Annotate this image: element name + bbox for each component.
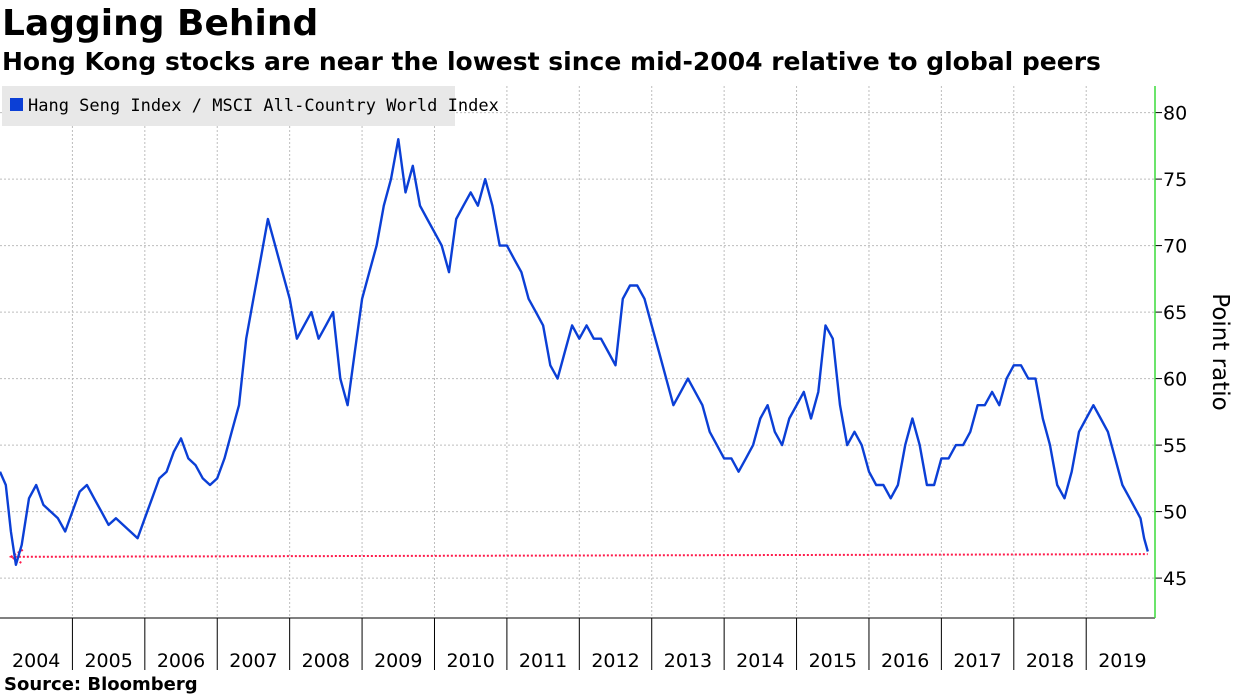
chart-title: Lagging Behind bbox=[2, 3, 319, 44]
x-tick-label: 2007 bbox=[229, 650, 277, 672]
series-layer bbox=[0, 137, 1149, 566]
legend-swatch bbox=[10, 98, 23, 111]
legend-label: Hang Seng Index / MSCI All-Country World… bbox=[28, 96, 499, 116]
x-tick-label: 2012 bbox=[591, 650, 639, 672]
x-tick-label: 2008 bbox=[302, 650, 350, 672]
x-tick-label: 2009 bbox=[374, 650, 422, 672]
legend: Hang Seng Index / MSCI All-Country World… bbox=[2, 86, 499, 126]
legend-background bbox=[2, 86, 455, 126]
chart-subtitle: Hong Kong stocks are near the lowest sin… bbox=[2, 47, 1101, 76]
y-tick-label: 50 bbox=[1163, 502, 1187, 524]
axes: 45 50 55 60 65 70 75 80 2004 2005 2006 2007 2008 2009… bbox=[0, 86, 1187, 672]
x-tick-label: 2019 bbox=[1098, 650, 1146, 672]
series-line bbox=[0, 137, 1149, 566]
y-tick-label: 80 bbox=[1163, 103, 1187, 125]
y-tick-label: 70 bbox=[1163, 236, 1187, 258]
x-tick-label: 2006 bbox=[157, 650, 205, 672]
y-tick-label: 60 bbox=[1163, 369, 1187, 391]
x-tick-label: 2013 bbox=[664, 650, 712, 672]
x-tick-label: 2016 bbox=[881, 650, 929, 672]
x-tick-label: 2010 bbox=[447, 650, 495, 672]
y-tick-label: 75 bbox=[1163, 169, 1187, 191]
y-axis-label: Point ratio bbox=[1207, 293, 1233, 410]
x-tick-label: 2005 bbox=[84, 650, 132, 672]
x-tick-label: 2011 bbox=[519, 650, 567, 672]
x-tick-label: 2015 bbox=[809, 650, 857, 672]
x-tick-label: 2018 bbox=[1026, 650, 1074, 672]
y-tick-label: 65 bbox=[1163, 302, 1187, 324]
x-tick-label: 2017 bbox=[953, 650, 1001, 672]
y-tick-label: 45 bbox=[1163, 568, 1187, 590]
x-tick-label: 2004 bbox=[12, 650, 60, 672]
y-tick-label: 55 bbox=[1163, 435, 1187, 457]
reference-line bbox=[10, 553, 1148, 558]
source-note: Source: Bloomberg bbox=[4, 674, 198, 695]
x-tick-label: 2014 bbox=[736, 650, 784, 672]
grid bbox=[0, 86, 1155, 618]
